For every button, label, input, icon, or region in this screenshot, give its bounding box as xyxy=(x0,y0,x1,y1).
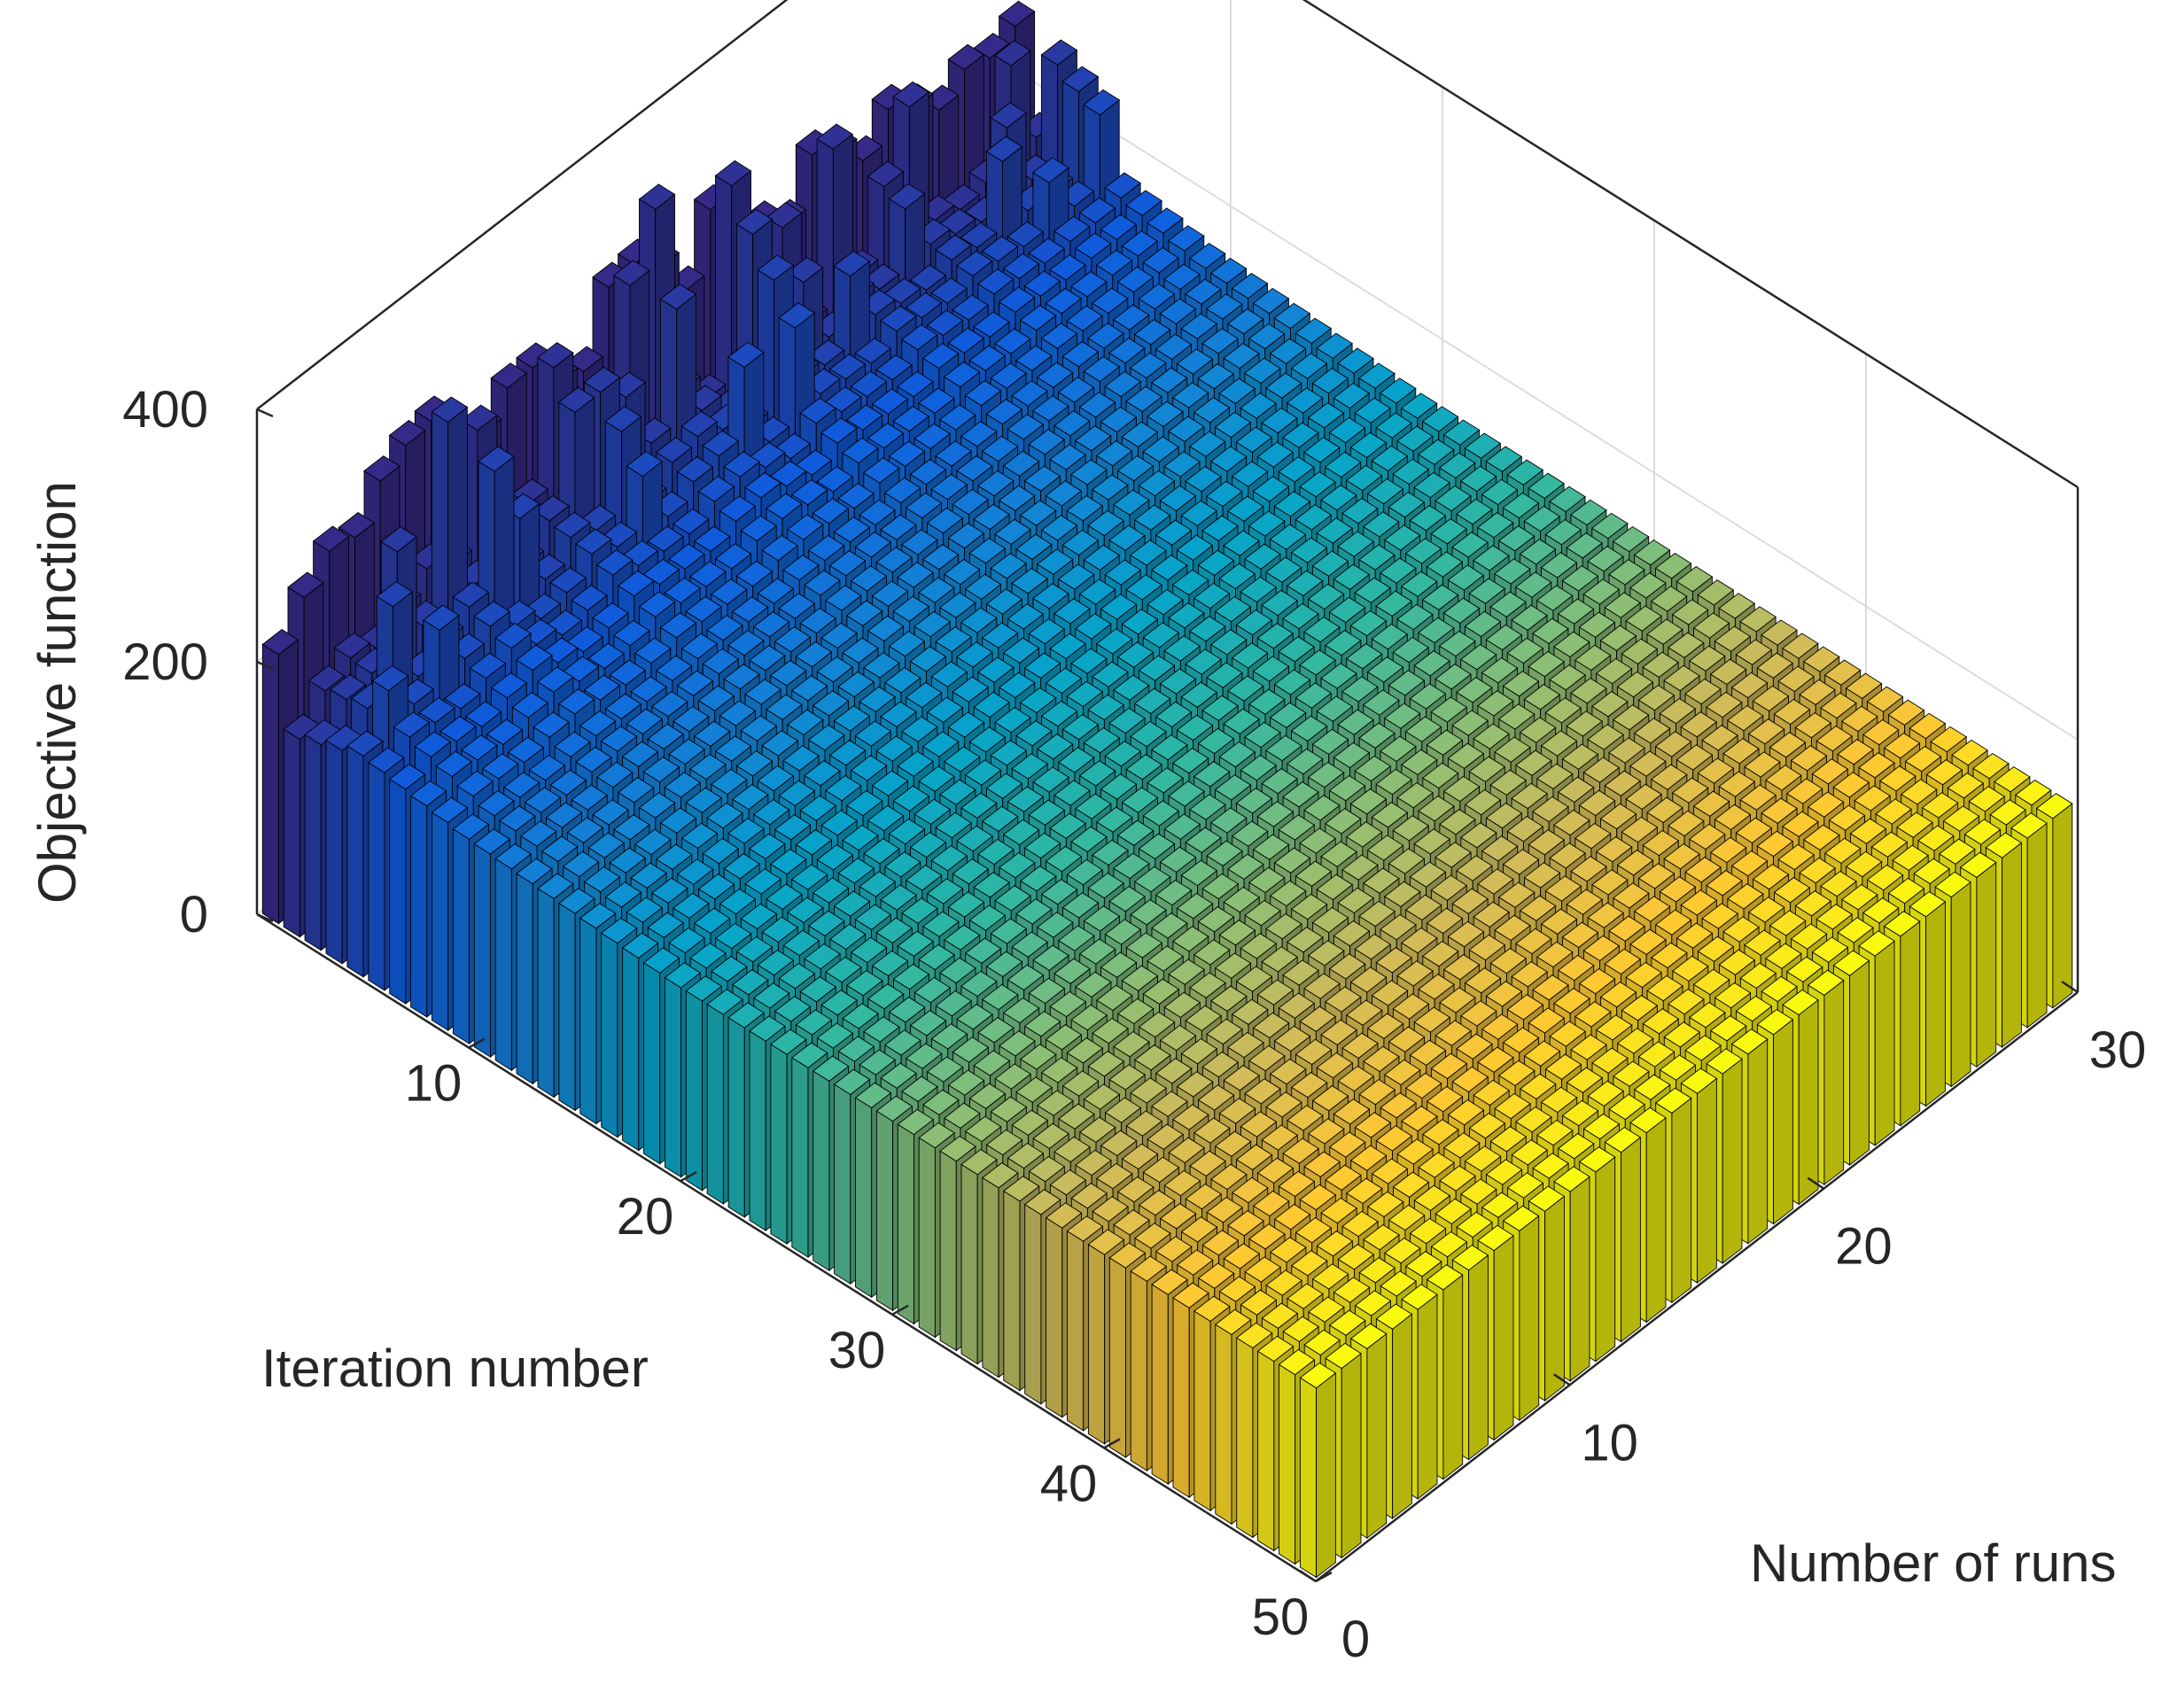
box-top-left xyxy=(256,0,789,410)
y-tick-mark-10 xyxy=(1552,1373,1571,1386)
x-tick-mark-10 xyxy=(468,1037,486,1049)
z-tick-label-200: 200 xyxy=(122,633,208,691)
x-tick-label-40: 40 xyxy=(1040,1455,1098,1512)
y-tick-mark-30 xyxy=(2061,980,2079,994)
x-axis-label: Iteration number xyxy=(261,1339,649,1398)
z-tick-mark-200 xyxy=(256,660,274,671)
y-tick-label-20: 20 xyxy=(1835,1218,1893,1276)
x-tick-label-50: 50 xyxy=(1252,1588,1310,1646)
x-tick-mark-20 xyxy=(680,1171,697,1183)
x-tick-label-20: 20 xyxy=(617,1188,674,1246)
y-axis-label: Number of runs xyxy=(1750,1533,2117,1593)
x-axis-line xyxy=(256,912,1317,1583)
x-tick-mark-30 xyxy=(891,1304,909,1316)
ticks-layer: 10 20 30 40 50 0 10 20 30 0 200 400 xyxy=(122,381,2146,1668)
x-tick-label-10: 10 xyxy=(405,1055,463,1113)
z-axis-label: Objective function xyxy=(27,481,87,904)
axes-layer xyxy=(255,0,2080,1583)
bar-iter-50-run-0 xyxy=(1299,1362,1337,1579)
z-tick-label-0: 0 xyxy=(180,886,208,943)
y-axis-line xyxy=(1315,991,2079,1582)
y-tick-mark-20 xyxy=(1807,1176,1825,1190)
y-tick-label-10: 10 xyxy=(1581,1414,1638,1471)
y-tick-label-30: 30 xyxy=(2089,1021,2147,1079)
x-tick-mark-50 xyxy=(1315,1571,1333,1583)
y-tick-mark-0 xyxy=(1299,1569,1317,1583)
z-tick-mark-400 xyxy=(256,408,274,418)
box-top-back xyxy=(1302,0,2079,489)
bars-layer xyxy=(261,0,2073,1579)
z-tick-label-400: 400 xyxy=(122,381,208,439)
x-tick-mark-40 xyxy=(1103,1438,1121,1449)
y-tick-label-0: 0 xyxy=(1341,1611,1370,1668)
grid-line-z-back-200 xyxy=(1018,72,2079,741)
x-tick-label-30: 30 xyxy=(828,1322,886,1379)
z-tick-mark-0 xyxy=(256,912,274,923)
